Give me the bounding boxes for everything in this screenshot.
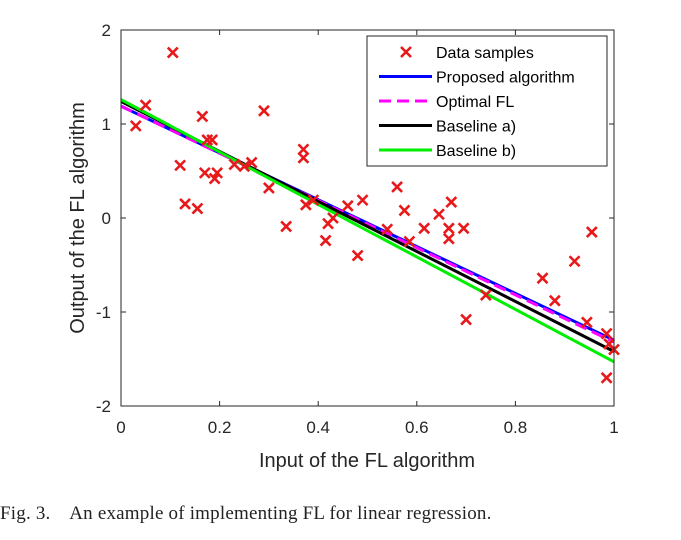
data-point <box>238 160 251 173</box>
data-point <box>442 232 455 245</box>
data-point <box>174 159 187 172</box>
data-point <box>391 181 403 193</box>
data-point <box>351 249 364 262</box>
chart: 0 0.2 0.4 0.6 0.8 1 -2 -1 0 1 2 Input of the FL al… <box>67 21 620 472</box>
data-point <box>280 220 293 233</box>
data-point <box>297 151 310 164</box>
data-point <box>206 134 219 146</box>
legend-label: Baseline b) <box>436 143 516 160</box>
legend-label: Data samples <box>436 45 534 62</box>
data-point <box>299 198 312 211</box>
data-point <box>600 327 613 340</box>
data-point <box>258 104 270 117</box>
y-axis-label: Output of the FL algorithm <box>67 102 89 334</box>
data-points <box>129 46 620 384</box>
data-point <box>445 196 458 208</box>
data-point <box>418 222 431 235</box>
data-point <box>228 158 241 171</box>
data-point <box>479 289 492 301</box>
data-point <box>356 194 369 207</box>
data-point <box>211 166 224 179</box>
data-point <box>457 222 470 235</box>
data-point <box>398 204 411 217</box>
data-point <box>196 110 209 123</box>
y-tick-label: 0 <box>102 209 111 228</box>
data-point <box>129 119 142 132</box>
data-point <box>442 222 455 235</box>
data-point <box>536 272 549 285</box>
legend-marker-data-samples <box>400 46 412 58</box>
data-point <box>341 199 354 212</box>
data-point <box>191 202 204 215</box>
data-point <box>600 371 613 384</box>
data-point <box>460 313 473 326</box>
legend: Data samples Proposed algorithm Optimal FL… <box>366 35 608 167</box>
data-point <box>403 235 416 248</box>
y-tick-label: -1 <box>96 303 111 322</box>
legend-label: Baseline a) <box>436 119 516 136</box>
x-axis-label: Input of the FL algorithm <box>259 450 475 472</box>
x-tick-label: 0.2 <box>208 418 232 437</box>
x-tick-label: 0.4 <box>306 418 330 437</box>
data-point <box>381 223 394 236</box>
x-tick-label: 0 <box>116 418 125 437</box>
data-point <box>585 226 598 239</box>
legend-label: Proposed algorithm <box>436 70 575 87</box>
data-point <box>307 194 320 207</box>
data-point <box>139 99 152 112</box>
x-tick-label: 1 <box>609 418 618 437</box>
data-point <box>262 182 275 194</box>
axis-ticks: 0 0.2 0.4 0.6 0.8 1 -2 -1 0 1 2 <box>96 21 619 437</box>
y-tick-label: 2 <box>102 21 111 40</box>
data-point <box>548 294 561 307</box>
data-point <box>179 197 192 210</box>
data-point <box>580 316 593 329</box>
y-tick-label: 1 <box>102 115 111 134</box>
x-tick-label: 0.6 <box>405 418 429 437</box>
y-tick-label: -2 <box>96 397 111 416</box>
figure-caption: Fig. 3. An example of implementing FL fo… <box>0 503 492 524</box>
data-point <box>166 46 179 59</box>
data-point <box>433 208 445 221</box>
legend-label: Optimal FL <box>436 94 514 111</box>
legend-items: Data samples Proposed algorithm Optimal FL… <box>379 45 575 160</box>
data-point <box>327 212 339 224</box>
data-point <box>319 234 332 247</box>
data-point <box>245 156 258 169</box>
data-point <box>568 255 581 268</box>
data-point <box>198 166 211 179</box>
x-tick-label: 0.8 <box>504 418 528 437</box>
